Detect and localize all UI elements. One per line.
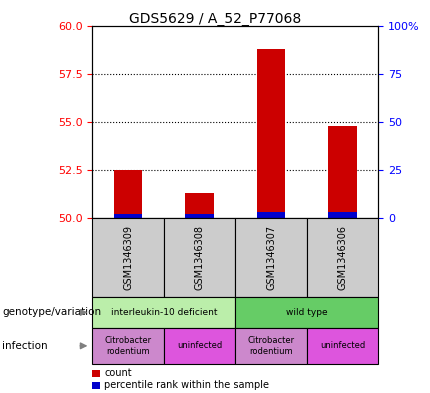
Text: GSM1346309: GSM1346309 bbox=[123, 225, 133, 290]
Bar bbox=[185, 214, 214, 218]
Text: Citrobacter
rodentium: Citrobacter rodentium bbox=[248, 336, 295, 356]
Bar bbox=[307, 328, 378, 364]
Text: genotype/variation: genotype/variation bbox=[2, 307, 101, 318]
Text: infection: infection bbox=[2, 341, 48, 351]
Text: wild type: wild type bbox=[286, 308, 328, 317]
Bar bbox=[329, 126, 357, 218]
Text: percentile rank within the sample: percentile rank within the sample bbox=[104, 380, 270, 390]
Bar bbox=[236, 218, 307, 297]
Text: GSM1346308: GSM1346308 bbox=[195, 225, 205, 290]
Bar bbox=[164, 218, 236, 297]
Bar bbox=[92, 382, 100, 389]
Text: GDS5629 / A_52_P77068: GDS5629 / A_52_P77068 bbox=[129, 12, 301, 26]
Bar bbox=[164, 328, 236, 364]
Bar bbox=[114, 170, 142, 218]
Bar bbox=[92, 218, 164, 297]
Bar bbox=[329, 212, 357, 218]
Text: interleukin-10 deficient: interleukin-10 deficient bbox=[111, 308, 217, 317]
Bar bbox=[92, 297, 236, 328]
Text: count: count bbox=[104, 368, 132, 378]
Bar bbox=[257, 49, 286, 218]
Bar bbox=[307, 218, 378, 297]
Bar bbox=[257, 212, 286, 218]
Bar bbox=[236, 328, 307, 364]
Bar bbox=[114, 214, 142, 218]
Bar bbox=[92, 370, 100, 377]
Text: Citrobacter
rodentium: Citrobacter rodentium bbox=[104, 336, 152, 356]
Text: uninfected: uninfected bbox=[177, 342, 222, 350]
Bar bbox=[236, 297, 378, 328]
Bar bbox=[185, 193, 214, 218]
Text: GSM1346306: GSM1346306 bbox=[338, 225, 348, 290]
Text: GSM1346307: GSM1346307 bbox=[266, 225, 276, 290]
Bar bbox=[92, 328, 164, 364]
Text: uninfected: uninfected bbox=[320, 342, 365, 350]
